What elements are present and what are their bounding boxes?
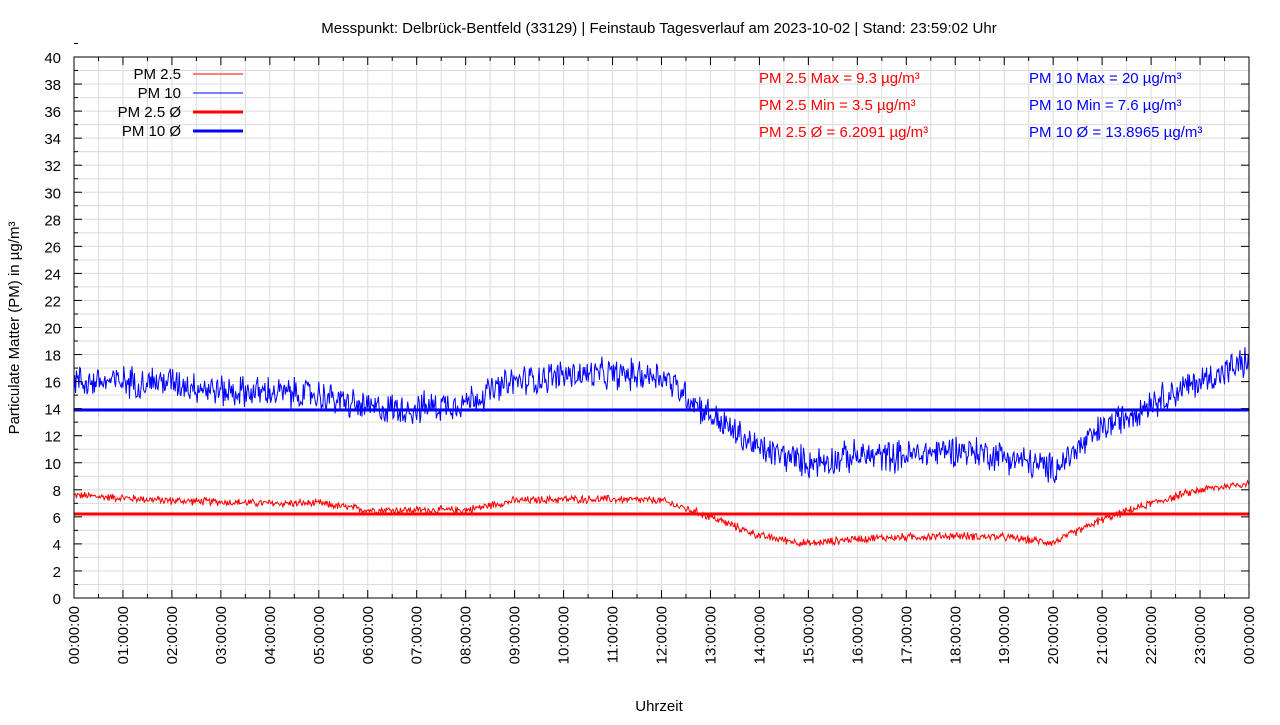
- x-tick-label: 00:00:00: [66, 606, 83, 664]
- y-tick-label: 10: [44, 456, 61, 473]
- x-tick-label: 22:00:00: [1143, 606, 1160, 664]
- y-tick-label: 2: [53, 564, 61, 581]
- y-tick-label: 34: [44, 131, 61, 148]
- x-tick-label: 06:00:00: [360, 606, 377, 664]
- stat-pm10: PM 10 Min = 7.6 µg/m³: [1029, 97, 1181, 114]
- x-tick-label: 14:00:00: [751, 606, 768, 664]
- x-tick-label: 13:00:00: [702, 606, 719, 664]
- y-tick-label: 22: [44, 293, 61, 310]
- stat-pm10: PM 10 Max = 20 µg/m³: [1029, 70, 1181, 87]
- x-tick-label: 18:00:00: [947, 606, 964, 664]
- y-tick-label: 12: [44, 429, 61, 446]
- legend-label: PM 2.5 Ø: [118, 104, 182, 121]
- y-tick-label: 40: [44, 50, 61, 67]
- y-tick-label: 28: [44, 212, 61, 229]
- x-tick-label: 09:00:00: [507, 606, 524, 664]
- chart-title: Messpunkt: Delbrück-Bentfeld (33129) | F…: [321, 20, 996, 37]
- y-tick-label: 26: [44, 239, 61, 256]
- legend-label: PM 10: [138, 85, 181, 102]
- x-tick-label: 07:00:00: [409, 606, 426, 664]
- y-tick-label: 4: [53, 537, 61, 554]
- y-tick-label: 6: [53, 510, 61, 527]
- y-tick-label: 24: [44, 266, 61, 283]
- y-axis-label: Particulate Matter (PM) in µg/m³: [6, 222, 23, 435]
- y-tick-label: 0: [53, 591, 61, 608]
- x-tick-label: 15:00:00: [800, 606, 817, 664]
- y-tick-label: 20: [44, 321, 61, 338]
- x-tick-label: 20:00:00: [1045, 606, 1062, 664]
- annotations: PM 2.5 Max = 9.3 µg/m³ PM 2.5 Min = 3.5 µ…: [759, 70, 1202, 141]
- series-line-pm10: [73, 347, 1250, 483]
- x-tick-label: 01:00:00: [115, 606, 132, 664]
- x-tick-label: 04:00:00: [262, 606, 279, 664]
- y-tick-label: 38: [44, 77, 61, 94]
- x-axis-label: Uhrzeit: [635, 698, 683, 715]
- x-tick-label: 12:00:00: [654, 606, 671, 664]
- x-tick-label: 05:00:00: [311, 606, 328, 664]
- legend-label: PM 2.5: [133, 66, 181, 83]
- x-tick-label: 08:00:00: [458, 606, 475, 664]
- y-tick-label: 30: [44, 185, 61, 202]
- y-tick-label: 8: [53, 483, 61, 500]
- y-tick-label: 16: [44, 375, 61, 392]
- y-tick-label: 18: [44, 348, 61, 365]
- y-tick-label: 36: [44, 104, 61, 121]
- x-tick-label: 00:00:00: [1241, 606, 1258, 664]
- x-tick-label: 23:00:00: [1192, 606, 1209, 664]
- legend-label: PM 10 Ø: [122, 123, 182, 140]
- axis-ticks: 024681012141618202224262830323436384000:…: [44, 42, 1258, 664]
- series-group: [73, 347, 1250, 548]
- stat-pm25: PM 2.5 Min = 3.5 µg/m³: [759, 97, 916, 114]
- x-tick-label: 03:00:00: [213, 606, 230, 664]
- series-line-pm25: [73, 479, 1250, 548]
- y-tick-label: 32: [44, 158, 61, 175]
- x-tick-label: 16:00:00: [849, 606, 866, 664]
- x-tick-label: 19:00:00: [996, 606, 1013, 664]
- x-tick-label: 10:00:00: [556, 606, 573, 664]
- stat-pm10: PM 10 Ø = 13.8965 µg/m³: [1029, 124, 1202, 141]
- stat-pm25: PM 2.5 Ø = 6.2091 µg/m³: [759, 124, 928, 141]
- y-tick-label: 14: [44, 402, 61, 419]
- x-tick-label: 02:00:00: [164, 606, 181, 664]
- x-tick-label: 11:00:00: [605, 606, 622, 663]
- legend: PM 2.5 PM 10 PM 2.5 Ø PM 10 Ø: [118, 66, 243, 140]
- x-tick-label: 17:00:00: [898, 606, 915, 664]
- x-tick-label: 21:00:00: [1094, 606, 1111, 664]
- stat-pm25: PM 2.5 Max = 9.3 µg/m³: [759, 70, 920, 87]
